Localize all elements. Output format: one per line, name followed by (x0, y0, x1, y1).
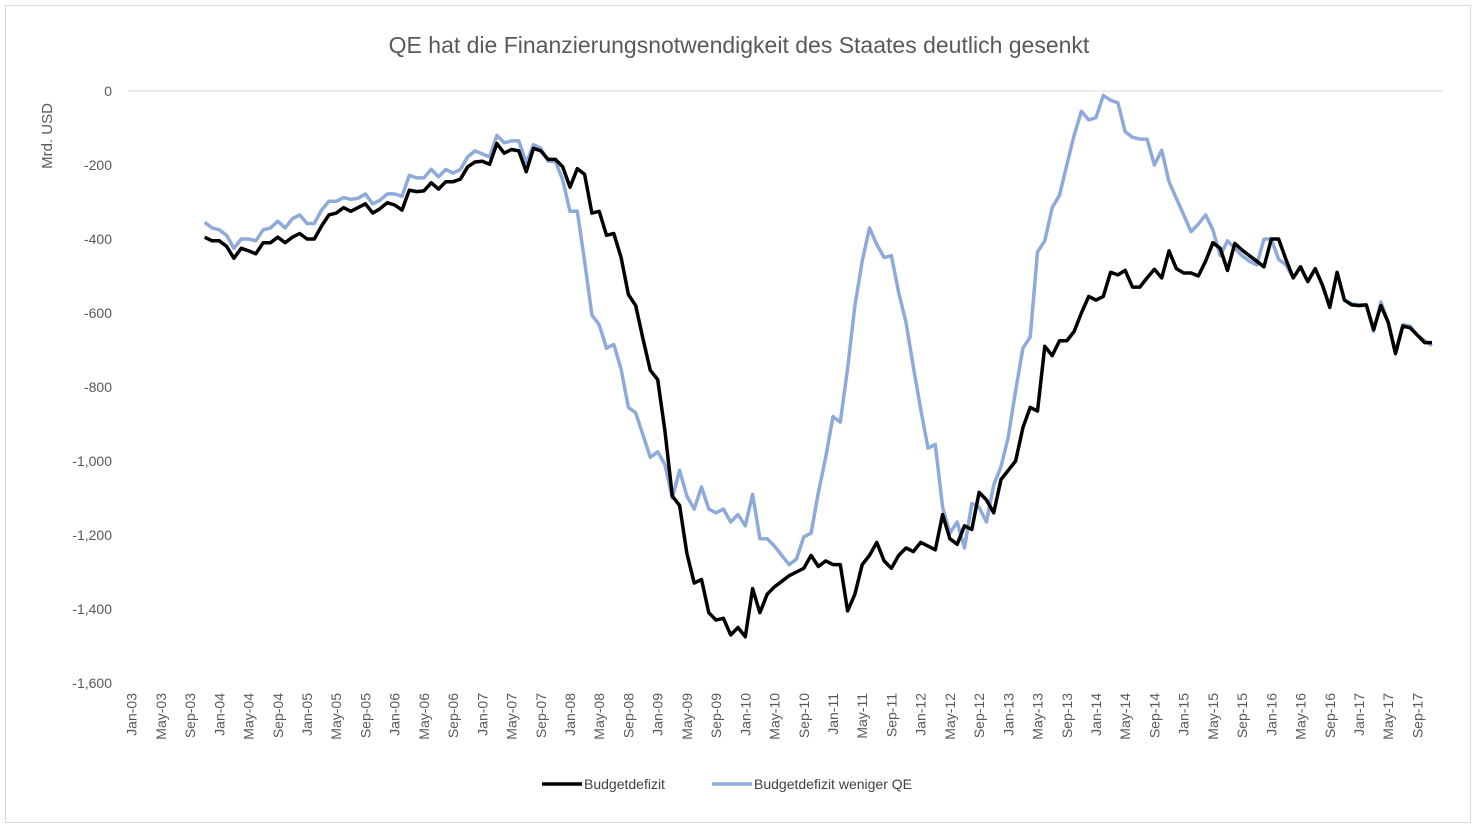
y-tick-label: -200 (84, 157, 112, 173)
chart-title: QE hat die Finanzierungsnotwendigkeit de… (389, 32, 1090, 58)
x-tick-label: Sep-10 (796, 693, 812, 738)
x-tick-label: Jan-05 (299, 693, 315, 736)
x-tick-label: May-13 (1030, 693, 1046, 740)
chart-frame: QE hat die Finanzierungsnotwendigkeit de… (5, 5, 1471, 823)
y-axis-title: Mrd. USD (39, 103, 56, 169)
x-tick-label: Jan-14 (1088, 693, 1104, 736)
x-tick-label: Jan-12 (913, 693, 929, 736)
y-tick-label: 0 (104, 83, 112, 99)
y-tick-label: -600 (84, 305, 112, 321)
x-tick-label: May-15 (1205, 693, 1221, 740)
legend-label: Budgetdefizit weniger QE (754, 776, 912, 792)
series-line-budgetdefizit-weniger-qe (203, 93, 1433, 567)
y-tick-label: -400 (84, 231, 112, 247)
legend: Budgetdefizit Budgetdefizit weniger QE (542, 776, 912, 792)
x-tick-label: May-05 (328, 693, 344, 740)
x-tick-label: Sep-16 (1322, 693, 1338, 738)
chart-svg: QE hat die Finanzierungsnotwendigkeit de… (39, 32, 1443, 792)
x-tick-label: Jan-08 (562, 693, 578, 736)
x-tick-label: Jan-11 (825, 693, 841, 735)
legend-label: Budgetdefizit (584, 776, 665, 792)
x-tick-label: Jan-04 (211, 693, 227, 736)
x-tick-label: Sep-03 (182, 693, 198, 738)
y-tick-label: -1,000 (72, 453, 112, 469)
x-tick-label: Jan-15 (1176, 693, 1192, 736)
x-tick-label: Sep-07 (533, 693, 549, 738)
x-axis-ticks: Jan-03 May-03 Sep-03 Jan-04 May-04 Sep-04 Jan-… (124, 693, 1426, 740)
x-tick-label: Jan-13 (1000, 693, 1016, 736)
x-tick-label: Sep-17 (1409, 693, 1425, 738)
x-tick-label: Jan-03 (124, 693, 140, 736)
y-axis-ticks: 0 -200 -400 -600 -800 -1,000 -1,200 -1,400 -1,60… (72, 83, 112, 691)
x-tick-label: Jan-16 (1263, 693, 1279, 736)
x-tick-label: Sep-09 (708, 693, 724, 738)
x-tick-label: May-16 (1293, 693, 1309, 740)
x-tick-label: Jan-09 (650, 693, 666, 736)
x-tick-label: May-03 (153, 693, 169, 740)
x-tick-label: May-06 (416, 693, 432, 740)
x-tick-label: May-14 (1117, 693, 1133, 740)
x-tick-label: Jan-10 (737, 693, 753, 736)
x-tick-label: Sep-13 (1059, 693, 1075, 738)
x-tick-label: Jan-17 (1351, 693, 1367, 736)
y-tick-label: -1,200 (72, 527, 112, 543)
x-tick-label: Sep-15 (1234, 693, 1250, 738)
x-tick-label: Sep-11 (883, 693, 899, 737)
y-tick-label: -1,400 (72, 601, 112, 617)
y-tick-label: -800 (84, 379, 112, 395)
x-tick-label: May-12 (942, 693, 958, 740)
x-tick-label: Jan-07 (474, 693, 490, 736)
series-line-budgetdefizit (203, 141, 1432, 639)
x-tick-label: Sep-14 (1146, 693, 1162, 738)
x-tick-label: Sep-05 (357, 693, 373, 738)
y-tick-label: -1,600 (72, 675, 112, 691)
x-tick-label: May-07 (504, 693, 520, 740)
x-tick-label: Sep-08 (620, 693, 636, 738)
x-tick-label: May-17 (1380, 693, 1396, 740)
x-tick-label: Sep-12 (971, 693, 987, 738)
x-tick-label: May-04 (241, 693, 257, 740)
x-tick-label: May-09 (679, 693, 695, 740)
x-tick-label: Sep-06 (445, 693, 461, 738)
x-tick-label: Sep-04 (270, 693, 286, 738)
series-layer (203, 93, 1433, 639)
x-tick-label: May-11 (854, 693, 870, 739)
x-tick-label: May-10 (767, 693, 783, 740)
x-tick-label: Jan-06 (387, 693, 403, 736)
x-tick-label: May-08 (591, 693, 607, 740)
